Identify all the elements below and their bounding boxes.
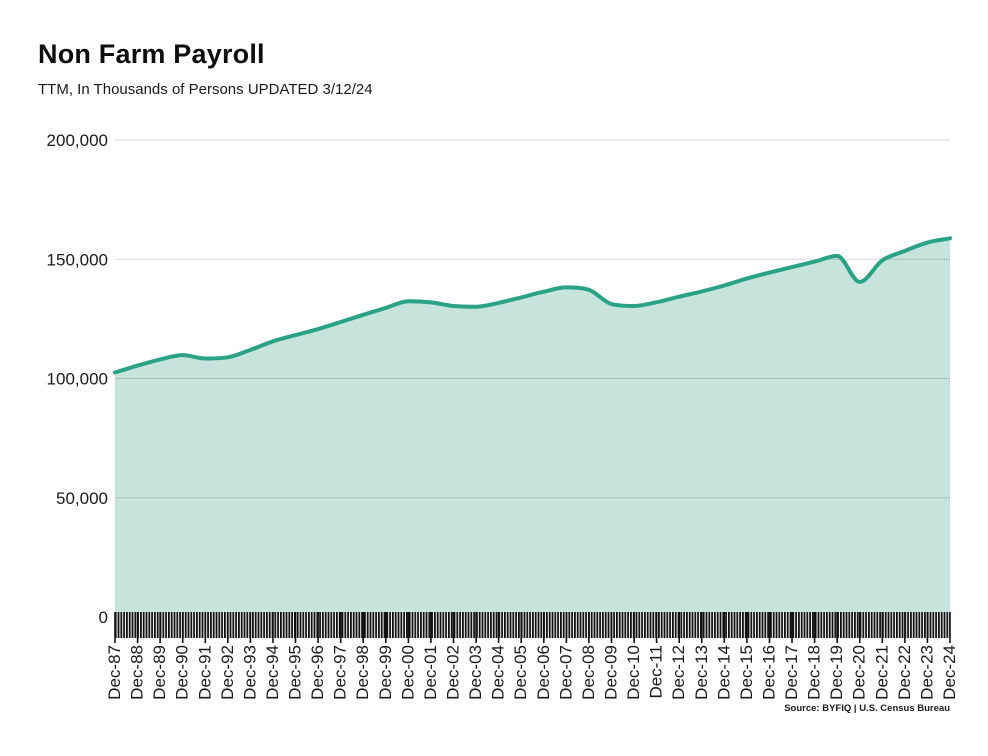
x-axis-tick-label: Dec-99 [376,645,395,700]
plot-area: 0 50,000 100,000 150,000 200,000 Dec-87 Dec-88… [47,131,959,700]
x-axis-tick-label: Dec-97 [331,645,350,700]
x-axis-tick-label: Dec-01 [421,645,440,700]
x-axis-tick-label: Dec-16 [760,645,779,700]
y-axis-tick-label: 50,000 [56,489,108,508]
x-axis-tick-label: Dec-07 [556,645,575,700]
y-axis-tick-label: 150,000 [47,250,108,269]
x-axis-tick-label: Dec-04 [489,645,508,700]
x-axis-tick-label: Dec-96 [308,645,327,700]
x-axis-tick-label: Dec-10 [624,645,643,700]
x-axis-tick-label: Dec-14 [714,645,733,700]
x-axis-tick-label: Dec-23 [917,645,936,700]
x-axis-tick-label: Dec-90 [173,645,192,700]
y-axis-tick-label: 200,000 [47,131,108,150]
x-axis-tick-label: Dec-87 [105,645,124,700]
x-axis-tick-label: Dec-24 [940,645,959,700]
source-attribution: Source: BYFIQ | U.S. Census Bureau [784,703,950,714]
x-axis-tick-label: Dec-03 [466,645,485,700]
series-area [115,238,950,615]
chart-subtitle: TTM, In Thousands of Persons UPDATED 3/1… [38,81,373,98]
x-axis-tick-label: Dec-02 [444,645,463,700]
series-line [113,236,952,375]
x-axis-tick-label: Dec-08 [579,645,598,700]
x-axis-tick-label: Dec-22 [895,645,914,700]
x-axis-tick-label: Dec-11 [647,645,666,699]
x-axis-tick-label: Dec-19 [827,645,846,700]
x-axis-tick-label: Dec-09 [602,645,621,700]
x-axis-tick-label: Dec-88 [128,645,147,700]
x-axis-tick-label: Dec-91 [195,645,214,700]
x-axis-tick-label: Dec-98 [353,645,372,700]
x-axis-tick-label: Dec-95 [286,645,305,700]
x-axis-tick-label: Dec-17 [782,645,801,700]
x-axis-tick-label: Dec-18 [805,645,824,700]
x-axis-tick-label: Dec-93 [240,645,259,700]
page-title: Non Farm Payroll [38,39,265,69]
x-axis-tick-label: Dec-21 [872,645,891,700]
x-axis-tick-label: Dec-94 [263,645,282,700]
x-axis-tick-label: Dec-13 [692,645,711,700]
x-axis-tick-label: Dec-05 [511,645,530,700]
x-axis-tick-label: Dec-12 [669,645,688,700]
y-axis-tick-label: 100,000 [47,370,108,389]
x-axis-tick-label: Dec-20 [850,645,869,700]
y-axis-tick-label: 0 [99,608,108,627]
x-axis-tick-label: Dec-92 [218,645,237,700]
x-axis-tick-band [115,612,950,638]
x-axis-tick-label: Dec-89 [150,645,169,700]
x-axis-tick-label: Dec-00 [398,645,417,700]
x-axis-tick-label: Dec-06 [534,645,553,700]
x-axis-tick-label: Dec-15 [737,645,756,700]
